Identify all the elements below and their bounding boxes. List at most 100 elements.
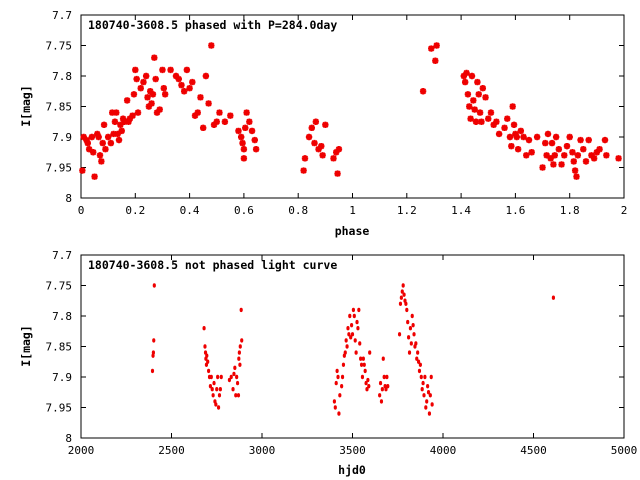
unphased-data-point — [368, 350, 372, 355]
unphased-data-point — [239, 307, 243, 313]
phased-data-point — [308, 124, 315, 132]
unphased-data-point — [364, 380, 368, 386]
phased-data-point — [216, 109, 223, 116]
phased-data-point — [227, 112, 234, 119]
unphased-data-point — [345, 344, 349, 349]
phased-data-point — [194, 109, 201, 116]
unphased-data-point — [358, 341, 362, 346]
phased-data-point — [208, 42, 215, 49]
unphased-data-point — [355, 319, 359, 325]
phased-data-point — [312, 118, 320, 125]
unphased-data-point — [419, 374, 423, 380]
phased-data-point — [470, 97, 477, 104]
phased-data-point — [539, 164, 546, 171]
unphased-data-point — [418, 362, 422, 367]
unphased-data-point — [359, 362, 364, 367]
phased-data-point — [96, 152, 104, 159]
unphased-data-point — [343, 350, 347, 355]
unphased-data-point — [240, 338, 244, 343]
unphased-data-point — [401, 283, 405, 288]
phased-data-point — [582, 158, 590, 165]
phased-data-point — [111, 118, 119, 125]
unphased-data-point — [353, 338, 357, 343]
unphased-data-point — [380, 387, 384, 392]
phased-data-point — [461, 78, 469, 86]
phased-data-point — [237, 133, 245, 141]
phased-data-point — [513, 133, 520, 141]
phased-data-point — [110, 130, 117, 138]
unphased-data-point — [235, 380, 240, 386]
unphased-data-point — [414, 341, 418, 346]
phased-data-point — [99, 139, 106, 147]
unphased-data-point — [421, 380, 425, 386]
phased-data-point — [153, 109, 161, 116]
phased-data-point — [330, 155, 337, 162]
phased-data-point — [83, 136, 90, 144]
phased-xtick-label: 2 — [621, 204, 628, 217]
phased-data-point — [319, 152, 326, 159]
unphased-data-point — [215, 387, 219, 392]
phased-data-point — [574, 152, 582, 159]
phased-data-point — [509, 103, 516, 110]
unphased-data-point — [152, 338, 156, 343]
unphased-data-point — [381, 356, 385, 361]
unphased-ytick-label: 7.75 — [46, 280, 73, 293]
unphased-data-point — [406, 319, 410, 325]
phased-data-point — [311, 139, 318, 147]
unphased-data-point — [382, 374, 386, 380]
unphased-data-point — [425, 399, 429, 404]
unphased-data-point — [361, 356, 365, 361]
phased-data-point — [305, 133, 313, 141]
phased-data-point — [508, 142, 515, 150]
unphased-data-point — [238, 362, 242, 367]
phased-data-point — [221, 118, 229, 125]
unphased-data-point — [378, 393, 382, 398]
phased-panel: 180740-3608.5 phased with P=284.0day pha… — [19, 9, 627, 238]
phased-data-point — [100, 121, 108, 128]
phased-data-point — [596, 146, 603, 153]
phased-data-point — [463, 69, 470, 77]
phased-data-point — [91, 173, 98, 180]
unphased-data-point — [417, 368, 422, 374]
unphased-data-point — [360, 374, 365, 380]
phased-data-point — [490, 121, 497, 128]
unphased-data-point — [412, 332, 416, 337]
phased-ytick-label: 8 — [65, 192, 72, 205]
unphased-data-point — [218, 387, 222, 392]
unphased-data-point — [384, 387, 388, 392]
phased-data-point — [117, 121, 124, 128]
unphased-data-point — [341, 362, 346, 367]
unphased-data-point — [333, 405, 337, 410]
phased-data-point — [84, 139, 91, 147]
unphased-data-point — [551, 295, 556, 300]
unphased-data-point — [340, 374, 345, 380]
phased-data-point — [240, 155, 248, 162]
unphased-data-point — [203, 344, 207, 349]
unphased-data-point — [379, 399, 384, 404]
phased-data-point — [588, 152, 595, 159]
unphased-data-point — [210, 387, 214, 392]
phased-data-point — [189, 78, 196, 86]
phased-data-point — [555, 146, 563, 153]
phased-data-point — [175, 75, 182, 83]
unphased-data-point — [229, 374, 233, 380]
unphased-data-point — [424, 405, 428, 410]
phased-data-point — [235, 127, 242, 135]
unphased-data-point — [233, 365, 237, 371]
unphased-data-point — [385, 374, 389, 380]
unphased-data-point — [340, 383, 344, 389]
unphased-data-point — [351, 307, 356, 313]
phased-data-point — [119, 115, 127, 122]
phased-ytick-label: 7.9 — [52, 131, 72, 144]
unphased-data-point — [365, 387, 369, 392]
phased-data-point — [90, 149, 97, 156]
phased-data-point — [191, 112, 199, 119]
phased-data-point — [466, 103, 473, 110]
phased-data-point — [115, 136, 123, 144]
phased-data-point — [149, 91, 157, 98]
unphased-data-point — [236, 393, 241, 398]
phased-data-point — [240, 146, 248, 153]
unphased-data-point — [428, 393, 432, 398]
phased-data-point — [550, 161, 557, 168]
phased-data-point — [472, 118, 480, 125]
